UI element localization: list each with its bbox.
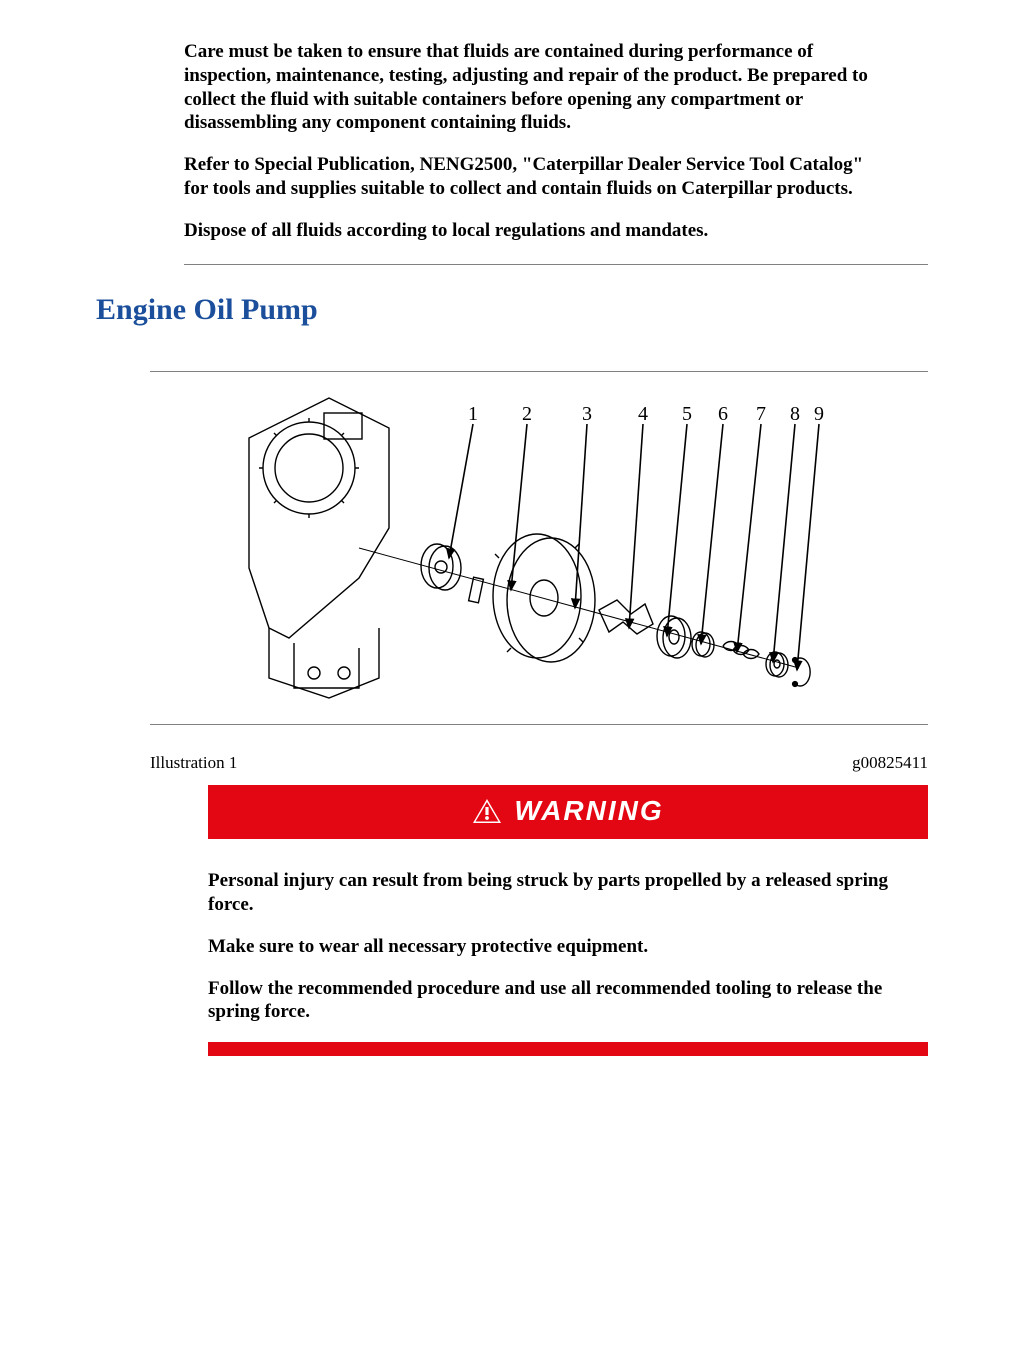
warning-paragraph-3: Follow the recommended procedure and use… bbox=[208, 977, 928, 1025]
warning-footer-bar bbox=[208, 1042, 928, 1056]
callout-arrow bbox=[511, 424, 527, 590]
callout-number: 5 bbox=[682, 403, 692, 425]
exploded-view-illustration: 1 2 3 4 5 6 7 89 bbox=[150, 378, 928, 718]
intro-block: Care must be taken to ensure that fluids… bbox=[184, 40, 888, 242]
warning-paragraph-2: Make sure to wear all necessary protecti… bbox=[208, 935, 928, 959]
warning-banner-text: WARNING bbox=[514, 795, 663, 827]
exploded-view-svg: 1 2 3 4 5 6 7 89 bbox=[150, 378, 928, 718]
callout-arrow bbox=[737, 424, 761, 652]
intro-paragraph-2: Refer to Special Publication, NENG2500, … bbox=[184, 153, 888, 201]
illustration-caption-row: Illustration 1 g00825411 bbox=[150, 753, 928, 773]
figure-bottom-rule bbox=[150, 724, 928, 725]
callout-number: 9 bbox=[814, 403, 824, 425]
figure-top-rule bbox=[150, 371, 928, 372]
intro-paragraph-3: Dispose of all fluids according to local… bbox=[184, 219, 888, 243]
warning-box: WARNING Personal injury can result from … bbox=[208, 785, 928, 1056]
callout-arrow bbox=[701, 424, 723, 644]
callout-number: 3 bbox=[582, 403, 592, 425]
callout-number: 6 bbox=[718, 403, 728, 425]
callout-arrow bbox=[449, 424, 473, 558]
callout-number: 4 bbox=[638, 403, 648, 425]
section-heading: Engine Oil Pump bbox=[96, 293, 928, 327]
illustration-label: Illustration 1 bbox=[150, 753, 237, 773]
warning-body: Personal injury can result from being st… bbox=[208, 869, 928, 1024]
callout-arrow bbox=[773, 424, 795, 662]
divider bbox=[184, 264, 928, 265]
callout-arrow bbox=[797, 424, 819, 670]
callout-number: 1 bbox=[468, 403, 478, 425]
callout-arrow bbox=[575, 424, 587, 608]
callout-arrow bbox=[667, 424, 687, 636]
callout-arrow bbox=[629, 424, 643, 628]
warning-banner: WARNING bbox=[208, 785, 928, 839]
figure-block: 1 2 3 4 5 6 7 89 Illustration 1 g00825411 bbox=[150, 371, 928, 773]
warning-triangle-icon bbox=[472, 798, 502, 824]
callout-number: 7 bbox=[756, 403, 766, 425]
callout-number: 2 bbox=[522, 403, 532, 425]
illustration-id: g00825411 bbox=[852, 753, 928, 773]
intro-paragraph-1: Care must be taken to ensure that fluids… bbox=[184, 40, 888, 135]
warning-paragraph-1: Personal injury can result from being st… bbox=[208, 869, 928, 917]
callout-number: 8 bbox=[790, 403, 800, 425]
